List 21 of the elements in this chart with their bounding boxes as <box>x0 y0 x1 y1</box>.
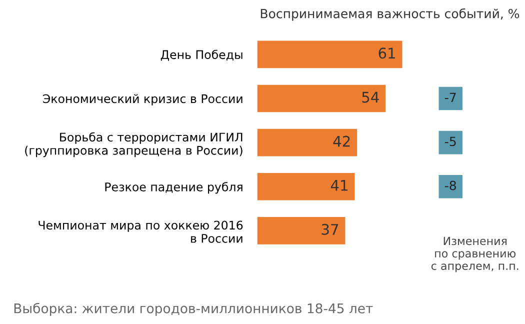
text: -7 <box>444 92 456 102</box>
y-tick-label: Резкое падение рубля <box>105 182 242 194</box>
text: Выборка: жители городов-миллионников 18-45 лет <box>14 302 373 316</box>
data-label: 61 <box>378 48 395 59</box>
text: -8 <box>444 180 456 190</box>
bar <box>257 172 355 200</box>
y-tick-label: Борьба с террористами ИГИЛ (группировка запрещена в России) <box>25 132 242 158</box>
y-tick-label: Чемпионат мира по хоккею 2016 в России <box>38 220 243 243</box>
bar <box>257 217 346 244</box>
y-tick-label: День Победы <box>160 50 242 61</box>
y-tick-label: Экономический кризис в России <box>43 94 242 106</box>
bar <box>257 84 386 112</box>
data-label: 42 <box>333 136 350 147</box>
data-label: 54 <box>362 92 379 103</box>
text: Изменения по сравнению с апрелем, п.п. <box>431 236 518 272</box>
data-label: 37 <box>322 224 338 235</box>
bar <box>257 40 402 68</box>
chart-title: Воспринимаемая важность событий, % <box>260 8 520 21</box>
bar <box>257 128 358 156</box>
data-label: 41 <box>330 180 348 191</box>
text: -5 <box>444 136 456 146</box>
